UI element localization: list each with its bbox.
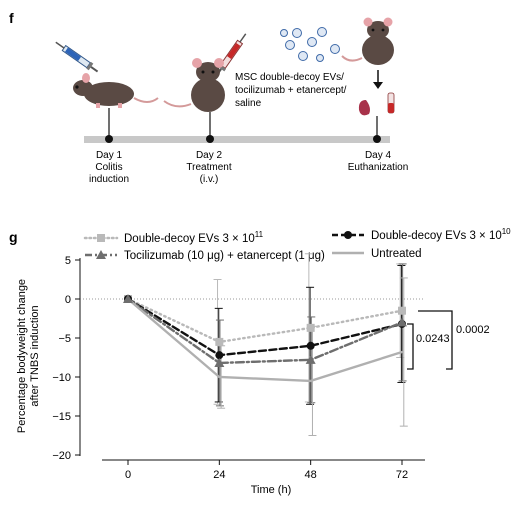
data-point <box>214 357 225 367</box>
y-axis-label-line-1: Percentage bodyweight change <box>16 279 28 433</box>
colon-icon <box>358 100 370 116</box>
treatment-text-line-3: saline <box>235 98 262 109</box>
blood-tube-icon <box>387 92 395 114</box>
timeline-day-2-sub2: (i.v.) <box>200 174 219 185</box>
legend-entry: Double-decoy EVs 3 × 1010 <box>332 227 511 242</box>
y-tick-label: −15 <box>52 411 71 423</box>
y-tick-label: −5 <box>58 333 71 345</box>
legend-label: Untreated <box>371 248 422 260</box>
series-errorbars <box>214 264 406 405</box>
legend-label: Tocilizumab (10 μg) + etanercept (1 μg) <box>124 250 325 262</box>
series-line <box>126 297 404 344</box>
series-line <box>126 297 404 365</box>
x-tick-label: 24 <box>213 469 225 481</box>
y-tick-label: −20 <box>52 450 71 462</box>
ev-particle-icon <box>280 27 340 62</box>
data-point <box>397 317 407 327</box>
panel-g-label: g <box>9 229 18 245</box>
y-tick-label: 0 <box>65 294 71 306</box>
series-line <box>126 297 404 383</box>
x-axis-label: Time (h) <box>251 484 292 496</box>
data-point <box>215 351 224 360</box>
series-errorbars <box>215 263 407 407</box>
y-axis: 5 0 −5 −10 −15 −20 <box>52 255 81 462</box>
mouse-icon <box>163 58 225 112</box>
y-tick-label: −10 <box>52 372 71 384</box>
legend-label: Double-decoy EVs 3 × 1011 <box>124 230 264 245</box>
significance-bracket-inner: 0.0243 <box>407 323 450 370</box>
mouse-icon <box>341 17 394 65</box>
p-value-outer: 0.0002 <box>456 324 490 336</box>
data-point <box>215 337 224 346</box>
timeline-day-2: Day 2 <box>196 150 223 161</box>
y-axis-label-line-2: after TNBS induction <box>29 305 41 406</box>
legend: Double-decoy EVs 3 × 1011 Double-decoy E… <box>83 227 511 262</box>
x-tick-label: 0 <box>125 469 131 481</box>
timeline-day-1-sub1: Colitis <box>95 162 122 173</box>
series-layer <box>123 253 408 436</box>
timeline-marker <box>105 108 113 143</box>
data-point <box>398 306 406 315</box>
timeline-day-2-sub1: Treatment <box>186 162 231 173</box>
series-line <box>126 297 404 357</box>
x-tick-label: 72 <box>396 469 408 481</box>
timeline-day-1-sub2: induction <box>89 174 129 185</box>
significance-bracket-outer: 0.0002 <box>418 310 490 370</box>
series-errorbars <box>217 277 408 436</box>
panel-f-label: f <box>9 10 14 26</box>
treatment-text-line-1: MSC double-decoy EVs/ <box>235 72 344 83</box>
timeline-marker <box>206 112 214 143</box>
legend-label: Double-decoy EVs 3 × 1010 <box>371 227 511 242</box>
data-point <box>306 341 315 350</box>
data-point <box>305 354 316 364</box>
timeline-day-4: Day 4 <box>365 150 392 161</box>
treatment-text-line-2: tocilizumab + etanercept/ <box>235 85 347 96</box>
p-value-inner: 0.0243 <box>416 333 450 345</box>
x-axis: 0 24 48 72 <box>102 459 425 481</box>
legend-entry: Double-decoy EVs 3 × 1011 <box>83 230 264 245</box>
timeline-bar <box>84 136 390 143</box>
timeline-day-1: Day 1 <box>96 150 123 161</box>
timeline-day-4-sub1: Euthanization <box>348 162 409 173</box>
legend-entry: Untreated <box>332 248 422 260</box>
syringe-icon <box>55 41 99 73</box>
data-point <box>306 323 315 332</box>
arrow-down-icon <box>373 70 383 89</box>
mouse-icon <box>73 73 159 108</box>
timeline-marker <box>373 116 381 143</box>
data-point <box>123 294 133 303</box>
x-tick-label: 48 <box>305 469 317 481</box>
legend-entry: Tocilizumab (10 μg) + etanercept (1 μg) <box>85 250 325 262</box>
y-tick-label: 5 <box>65 255 71 267</box>
